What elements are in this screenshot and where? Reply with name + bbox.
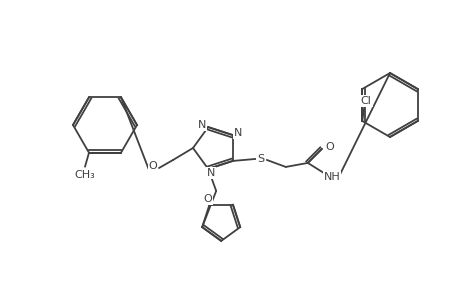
Text: S: S bbox=[257, 154, 264, 164]
Text: N: N bbox=[207, 168, 215, 178]
Text: NH: NH bbox=[323, 172, 340, 182]
Text: N: N bbox=[233, 128, 241, 138]
Text: O: O bbox=[202, 194, 211, 204]
Text: Cl: Cl bbox=[360, 96, 371, 106]
Text: CH₃: CH₃ bbox=[74, 170, 95, 180]
Text: N: N bbox=[197, 120, 206, 130]
Text: O: O bbox=[148, 161, 157, 171]
Text: O: O bbox=[325, 142, 333, 152]
